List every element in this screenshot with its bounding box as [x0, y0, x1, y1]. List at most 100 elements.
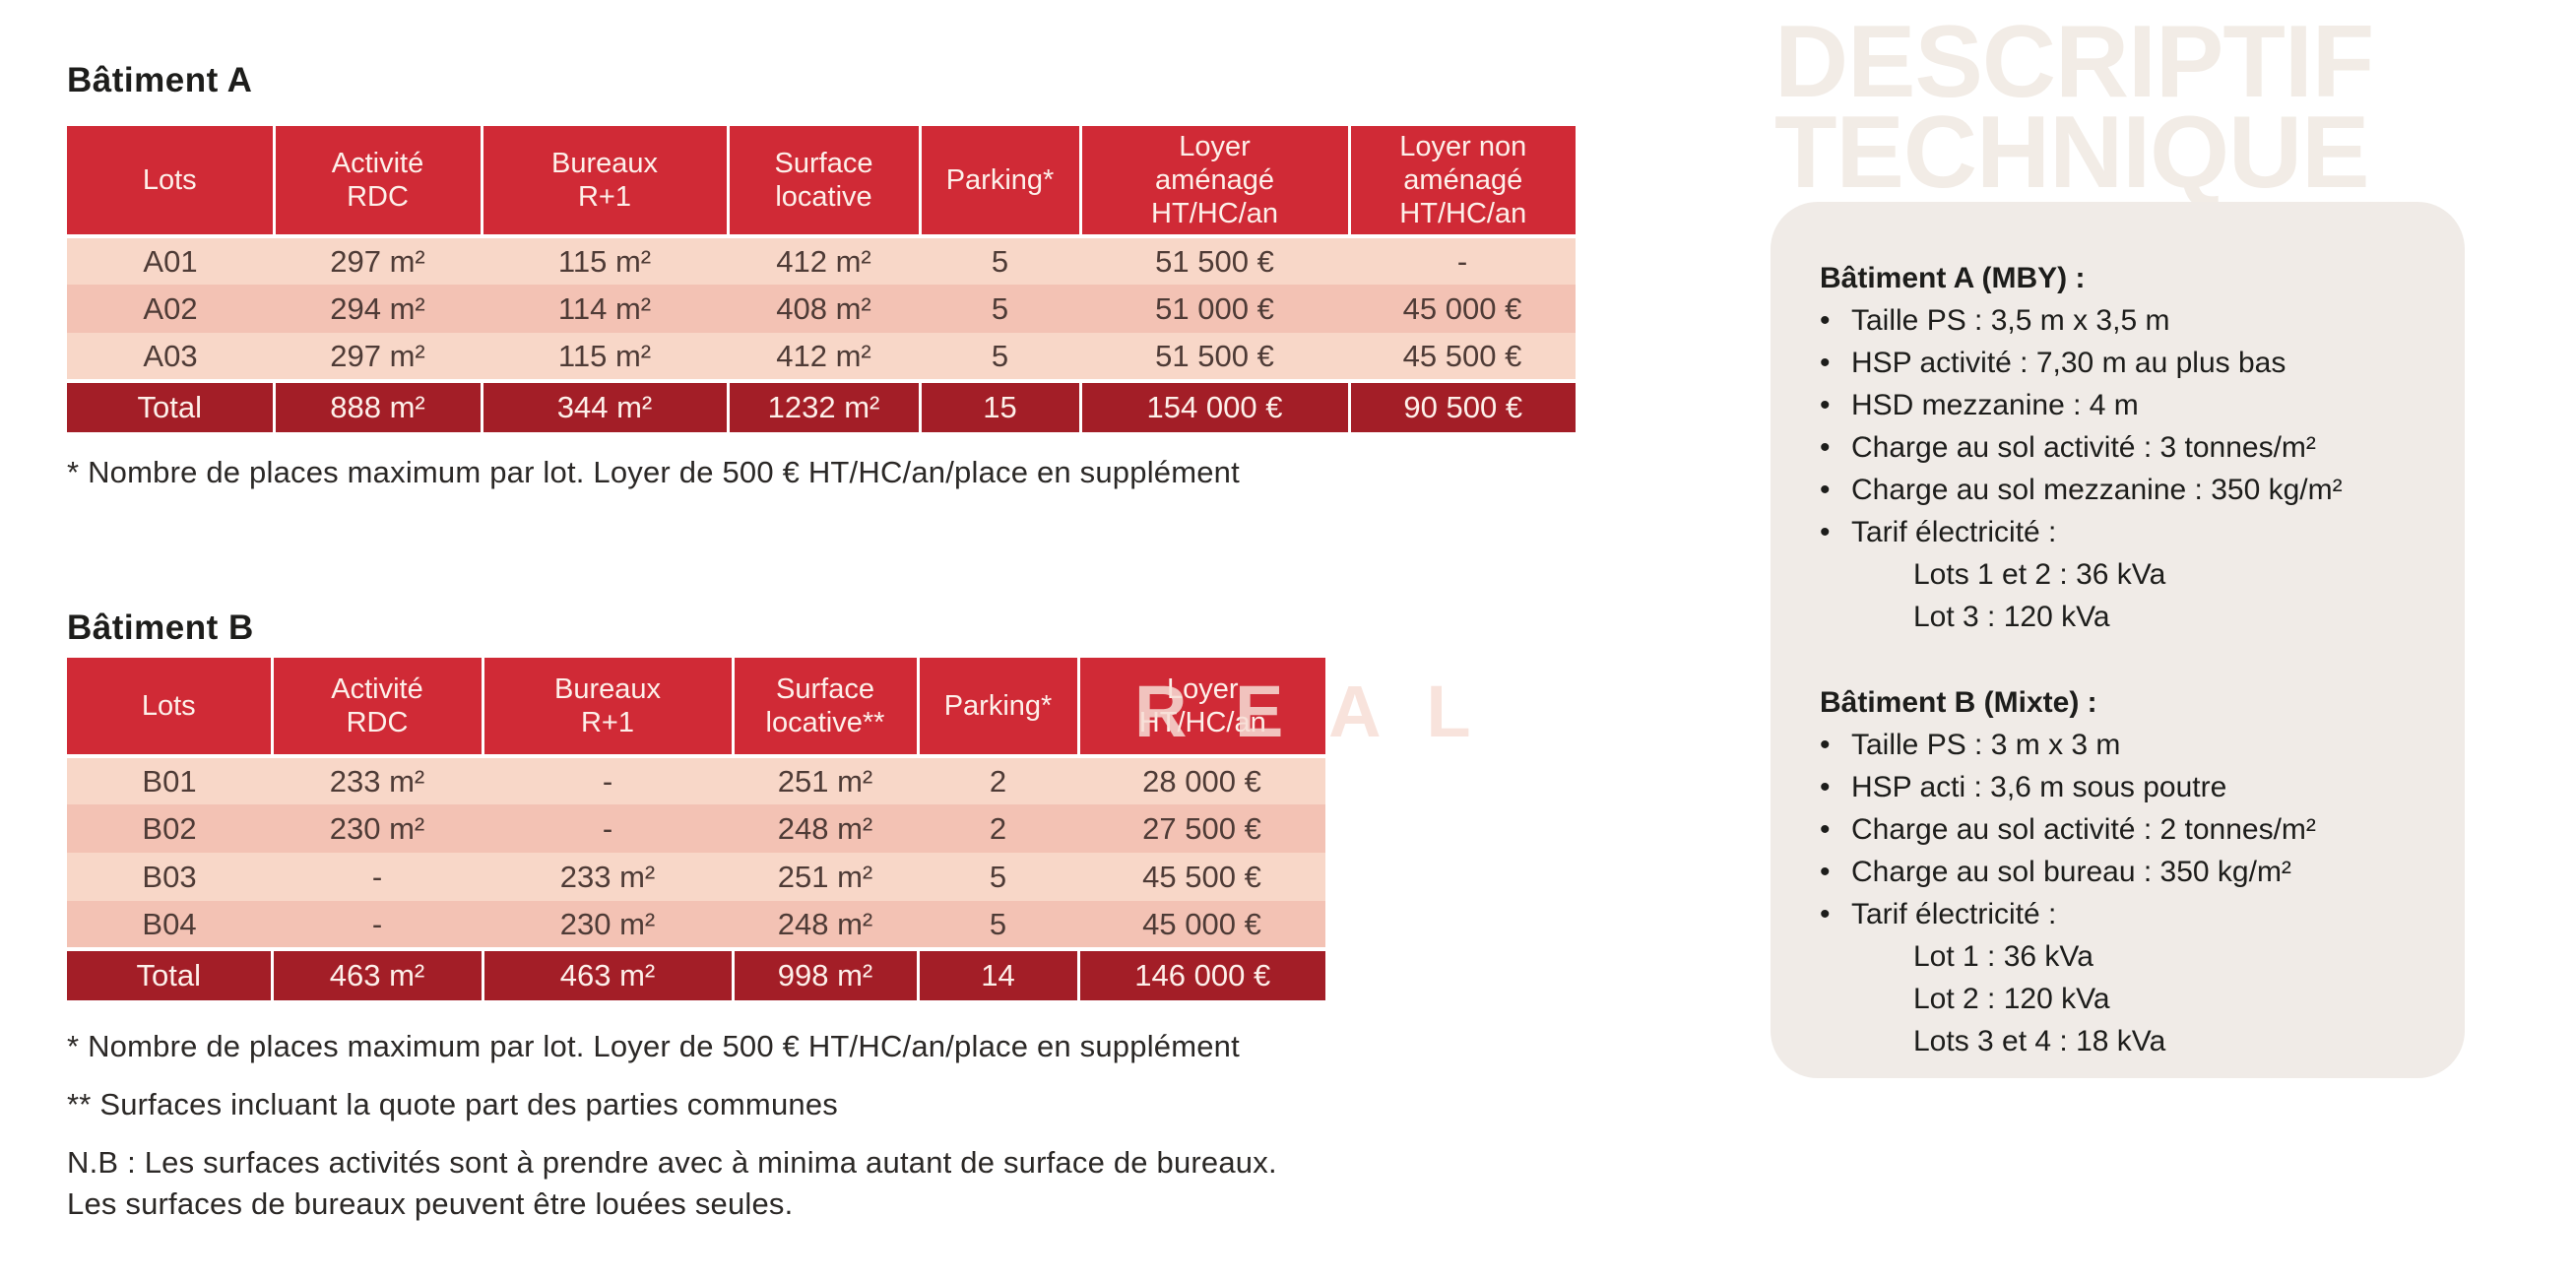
- bullet-icon: [1820, 766, 1851, 808]
- bullet-icon: [1820, 724, 1851, 766]
- table-b-cell: -: [272, 853, 483, 901]
- footnote-line: N.B : Les surfaces activités sont à pren…: [67, 1145, 1277, 1221]
- table-a-cell: 408 m²: [728, 285, 920, 333]
- batiment-a-table: Lots Activité RDC Bureaux R+1 Surface locat…: [67, 126, 1576, 432]
- bullet-icon: [1820, 342, 1851, 384]
- sidebar-bullet-text: Taille PS : 3,5 m x 3,5 m: [1851, 304, 2170, 337]
- table-b-cell: B03: [67, 853, 272, 901]
- sidebar-bullet-text: Taille PS : 3 m x 3 m: [1851, 729, 2121, 761]
- table-b-cell: 27 500 €: [1078, 804, 1325, 853]
- sidebar-bullet-text: HSD mezzanine : 4 m: [1851, 389, 2139, 421]
- sidebar-section-batiment-b: Bâtiment B (Mixte) : Taille PS : 3 m x 3…: [1820, 681, 2429, 1062]
- bullet-icon: [1820, 426, 1851, 469]
- table-b-cell: 248 m²: [733, 901, 918, 949]
- sidebar-bullet-line: Charge au sol activité : 2 tonnes/m²: [1820, 808, 2429, 851]
- table-a-cell: 412 m²: [728, 236, 920, 285]
- table-a-footnote: * Nombre de places maximum par lot. Loye…: [67, 455, 1240, 489]
- table-a-total-cell: Total: [67, 379, 274, 432]
- sidebar-sub-line: Lot 2 : 120 kVa: [1913, 983, 2110, 1015]
- table-b-total-cell: 463 m²: [270, 947, 483, 1000]
- table-a-cell: 294 m²: [274, 285, 482, 333]
- table-b-row: B03-233 m² 251 m² 5 45 500 €: [67, 853, 1325, 901]
- table-a-header-cell: Bureaux R+1: [480, 126, 728, 238]
- table-a-header-row: Lots Activité RDC Bureaux R+1 Surface locat…: [67, 126, 1576, 238]
- sidebar-bullet-text: Charge au sol mezzanine : 350 kg/m²: [1851, 474, 2343, 506]
- sidebar-bullet-line: Charge au sol bureau : 350 kg/m²: [1820, 851, 2429, 893]
- table-b-header-cell: Surface locative**: [731, 658, 918, 758]
- table-b-cell: 233 m²: [483, 853, 733, 901]
- table-a-row: A03 297 m² 115 m² 412 m² 5 51 500 €45 500 €: [67, 333, 1576, 381]
- sidebar-bullet-line: HSD mezzanine : 4 m: [1820, 384, 2429, 426]
- table-b-footnotes: * Nombre de places maximum par lot. Loye…: [67, 1026, 1277, 1242]
- table-b-cell: 28 000 €: [1078, 756, 1325, 804]
- bullet-icon: [1820, 511, 1851, 553]
- table-a-cell: A01: [67, 236, 274, 285]
- sidebar-sub-line: Lots 1 et 2 : 36 kVa: [1913, 558, 2166, 591]
- table-a-cell: 115 m²: [482, 236, 728, 285]
- table-a-cell: 5: [920, 333, 1080, 381]
- batiment-a-title: Bâtiment A: [67, 61, 253, 99]
- table-b-cell: 5: [918, 901, 1078, 949]
- table-a-header-cell: Activité RDC: [272, 126, 482, 238]
- table-b-cell: -: [272, 901, 483, 949]
- bullet-icon: [1820, 384, 1851, 426]
- table-a-cell: 51 500 €: [1080, 333, 1349, 381]
- table-a-cell: A03: [67, 333, 274, 381]
- sidebar-bullet-text: Charge au sol activité : 3 tonnes/m²: [1851, 431, 2316, 464]
- table-b-total-cell: 463 m²: [481, 947, 733, 1000]
- sidebar-bullet-line: Tarif électricité :: [1820, 893, 2429, 935]
- bullet-icon: [1820, 808, 1851, 851]
- table-b-cell: 230 m²: [272, 804, 483, 853]
- table-a-cell: 51 500 €: [1080, 236, 1349, 285]
- table-b-cell: 45 500 €: [1078, 853, 1325, 901]
- table-b-header-cell: Activité RDC: [270, 658, 483, 758]
- sidebar-bullet-text: Charge au sol bureau : 350 kg/m²: [1851, 856, 2291, 888]
- table-a-total-cell: 888 m²: [272, 379, 482, 432]
- bullet-icon: [1820, 299, 1851, 342]
- bullet-icon: [1820, 893, 1851, 935]
- table-b-cell: 45 000 €: [1078, 901, 1325, 949]
- sidebar-bullet-text: Tarif électricité :: [1851, 898, 2057, 930]
- table-b-header-cell: Bureaux R+1: [481, 658, 733, 758]
- table-a-row: A01 297 m² 115 m² 412 m² 5 51 500 € -: [67, 236, 1576, 285]
- table-b-row: B04-230 m² 248 m² 5 45 000 €: [67, 901, 1325, 949]
- table-a-row: A02 294 m² 114 m² 408 m² 5 51 000 €45 000 €: [67, 285, 1576, 333]
- table-a-total-cell: 90 500 €: [1347, 379, 1576, 432]
- table-b-cell: -: [483, 756, 733, 804]
- table-b-cell: 251 m²: [733, 853, 918, 901]
- table-b-row: B02 230 m² -248 m² 2 27 500 €: [67, 804, 1325, 853]
- table-a-cell: 5: [920, 236, 1080, 285]
- descriptif-technique-panel: Bâtiment A (MBY) : Taille PS : 3,5 m x 3…: [1771, 202, 2465, 1078]
- table-b-total-cell: 998 m²: [731, 947, 918, 1000]
- sidebar-bullet-line: Charge au sol mezzanine : 350 kg/m²: [1820, 469, 2429, 511]
- table-b-cell: 233 m²: [272, 756, 483, 804]
- sidebar-bullet-line: HSP acti : 3,6 m sous poutre: [1820, 766, 2429, 808]
- descriptif-technique-watermark: DESCRIPTIF TECHNIQUE: [1774, 5, 2374, 210]
- table-a-cell: 297 m²: [274, 333, 482, 381]
- table-a-total-cell: 15: [918, 379, 1080, 432]
- bullet-icon: [1820, 469, 1851, 511]
- table-a-header-cell: Parking*: [918, 126, 1080, 238]
- table-b-total-row: Total 463 m² 463 m² 998 m² 14 146 000 €: [67, 947, 1325, 1000]
- sidebar-bullet-line: Taille PS : 3,5 m x 3,5 m: [1820, 299, 2429, 342]
- sidebar-bullet-line: Charge au sol activité : 3 tonnes/m²: [1820, 426, 2429, 469]
- table-a-header-cell: Loyer non aménagé HT/HC/an: [1347, 126, 1576, 238]
- sidebar-section-batiment-a: Bâtiment A (MBY) : Taille PS : 3,5 m x 3…: [1820, 257, 2429, 638]
- table-a-cell: -: [1349, 236, 1576, 285]
- sidebar-bullet-line: HSP activité : 7,30 m au plus bas: [1820, 342, 2429, 384]
- real-watermark: R E A L: [1134, 671, 1485, 752]
- sidebar-bullet-text: Charge au sol activité : 2 tonnes/m²: [1851, 813, 2316, 846]
- sidebar-heading-batiment-b: Bâtiment B (Mixte) :: [1820, 686, 2097, 719]
- table-a-cell: 45 500 €: [1349, 333, 1576, 381]
- table-b-total-cell: Total: [67, 947, 272, 1000]
- table-a-header-cell: Loyer aménagé HT/HC/an: [1078, 126, 1349, 238]
- table-b-cell: B04: [67, 901, 272, 949]
- table-b-cell: 2: [918, 804, 1078, 853]
- table-a-cell: 115 m²: [482, 333, 728, 381]
- table-a-cell: A02: [67, 285, 274, 333]
- table-a-cell: 297 m²: [274, 236, 482, 285]
- table-b-total-cell: 146 000 €: [1076, 947, 1325, 1000]
- table-b-cell: B01: [67, 756, 272, 804]
- table-a-header-cell: Lots: [67, 126, 274, 238]
